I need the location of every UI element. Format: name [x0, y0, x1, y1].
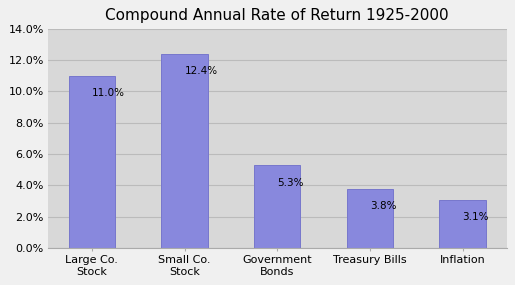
Bar: [439, 200, 486, 248]
Text: 3.8%: 3.8%: [370, 201, 397, 211]
Bar: [347, 189, 393, 248]
Bar: [254, 165, 300, 248]
Text: 5.3%: 5.3%: [277, 178, 304, 188]
Bar: [68, 76, 115, 248]
Bar: [161, 54, 208, 248]
Title: Compound Annual Rate of Return 1925-2000: Compound Annual Rate of Return 1925-2000: [106, 8, 449, 23]
Text: 11.0%: 11.0%: [92, 88, 125, 98]
Text: 12.4%: 12.4%: [184, 66, 218, 76]
Text: 3.1%: 3.1%: [462, 212, 489, 222]
